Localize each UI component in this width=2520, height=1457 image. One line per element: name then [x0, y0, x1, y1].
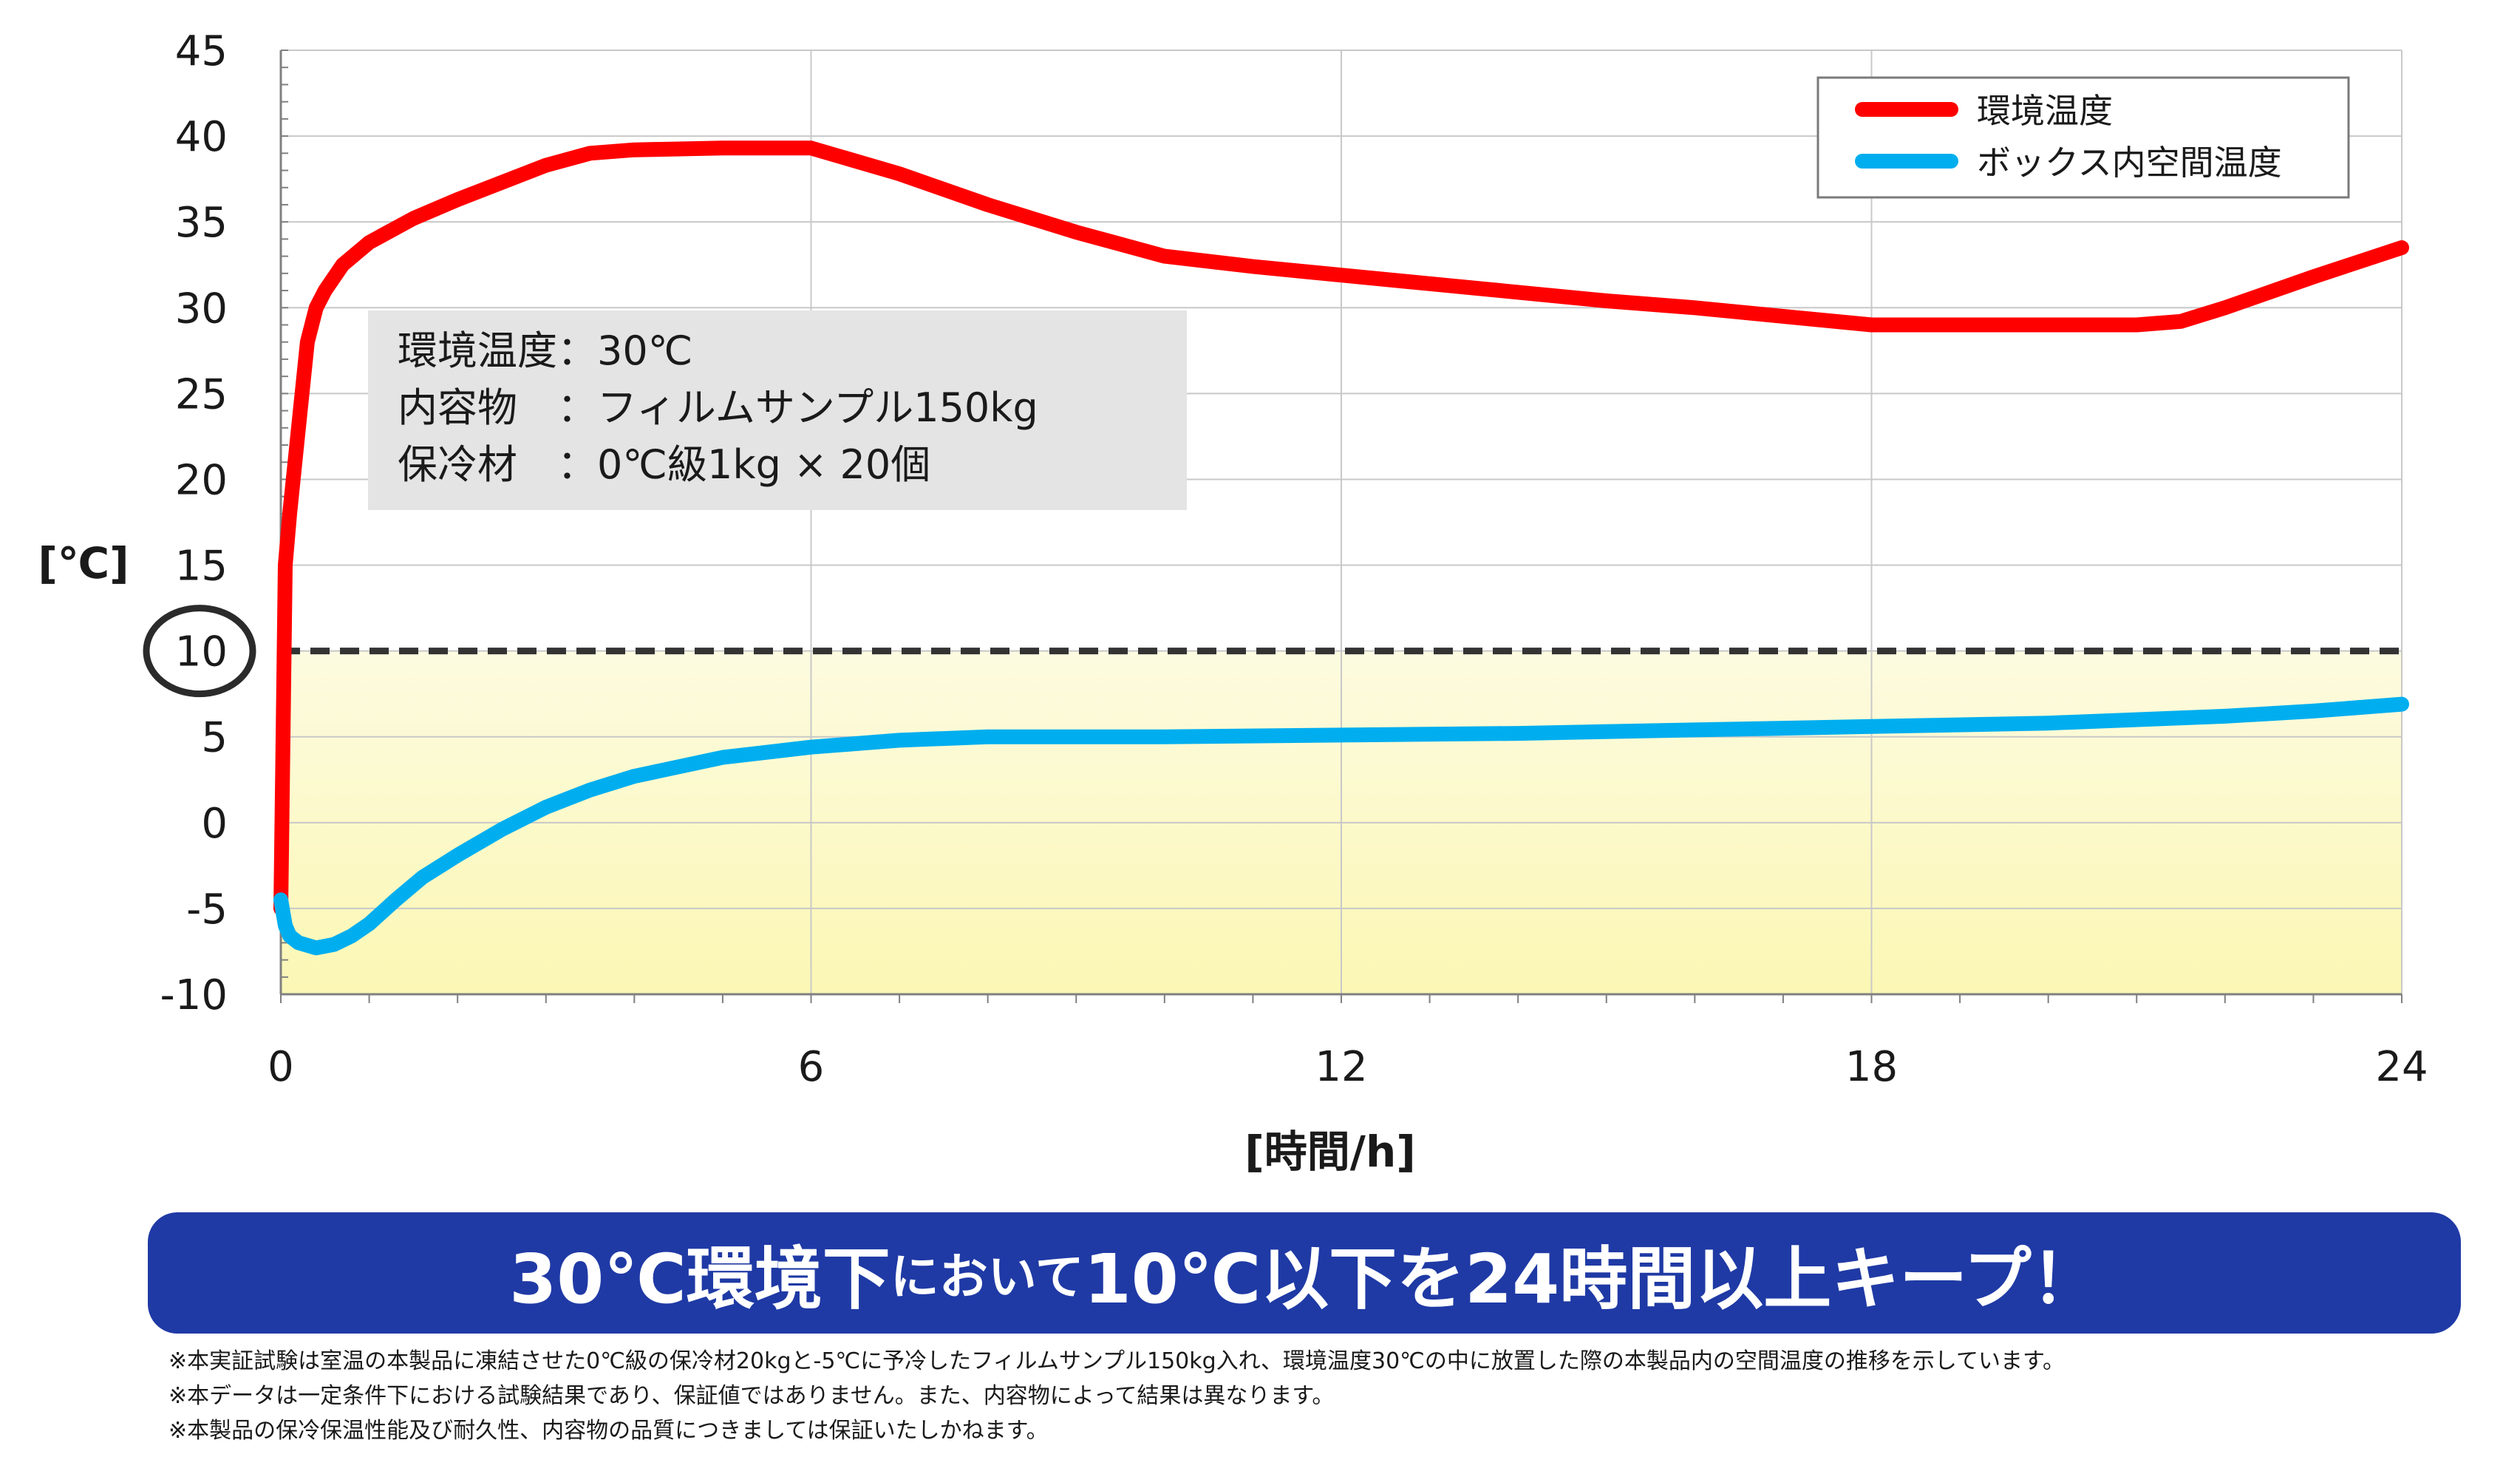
info-box: 環境温度：30℃ 内容物 ：フィルムサンプル150kg 保冷材 ：0℃級1kg …: [368, 310, 1187, 510]
x-tick-label: 12: [1315, 1043, 1367, 1091]
series-line-box-interior: [273, 696, 2409, 956]
y-tick-label: 0: [201, 800, 228, 848]
summary-banner: 30℃環境下 において 10℃以下を24時間以上キープ！: [148, 1212, 2461, 1334]
x-tick-labels: 0 6 12 18 24: [268, 1043, 2428, 1091]
info-line-contents: 内容物 ：フィルムサンプル150kg: [398, 384, 1038, 431]
series-lines: [273, 140, 2409, 956]
y-tick-label: 15: [175, 543, 228, 591]
series-line-ambient: [273, 140, 2409, 916]
y-tick-label: 30: [175, 285, 228, 333]
info-line-ambient: 環境温度：30℃: [398, 327, 692, 374]
y-tick-label: 40: [175, 113, 228, 161]
y-tick-label: 5: [201, 714, 228, 762]
y-tick-label: 45: [175, 27, 228, 75]
y-tick-label: 25: [175, 370, 228, 418]
y-tick-label: -10: [160, 971, 228, 1019]
footnotes: ※本実証試験は室温の本製品に凍結させた0℃級の保冷材20kgと-5℃に予冷したフ…: [168, 1344, 2065, 1448]
y-tick-label: 35: [175, 199, 228, 247]
legend-box: [1816, 76, 2350, 199]
y-axis-label: [℃]: [38, 538, 129, 588]
highlight-circle: [143, 605, 256, 698]
banner-part-1: 30℃環境下: [509, 1239, 890, 1319]
tick-highlight-ring: [143, 605, 256, 698]
y-tick-label: 20: [175, 456, 228, 504]
legend-label-ambient: 環境温度: [1977, 91, 2113, 131]
legend-label-box-interior: ボックス内空間温度: [1977, 143, 2282, 183]
footnote-2: ※本データは一定条件下における試験結果であり、保証値ではありません。また、内容物…: [168, 1383, 1335, 1409]
x-tick-label: 0: [268, 1043, 294, 1091]
temperature-chart: 45 40 35 30 25 20 15 10 5 0 -5 -10 0 6 12 18 24 [℃] [時間…: [38, 27, 2428, 1177]
footnote-1: ※本実証試験は室温の本製品に凍結させた0℃級の保冷材20kgと-5℃に予冷したフ…: [168, 1348, 2065, 1374]
x-axis-label: [時間/h]: [1244, 1127, 1416, 1177]
footnote-3: ※本製品の保冷保温性能及び耐久性、内容物の品質につきましては保証いたしかねます。: [168, 1418, 1049, 1444]
x-tick-label: 18: [1845, 1043, 1898, 1091]
x-tick-label: 24: [2375, 1043, 2428, 1091]
x-tick-label: 6: [798, 1043, 825, 1091]
info-line-coolant: 保冷材 ：0℃級1kg × 20個: [398, 441, 930, 488]
info-box-background: [368, 310, 1187, 510]
y-tick-label: 10: [175, 628, 228, 676]
y-tick-label: -5: [186, 886, 228, 934]
legend: 環境温度 ボックス内空間温度: [1816, 76, 2350, 199]
banner-part-2: において: [890, 1249, 1084, 1305]
banner-part-3: 10℃以下を24時間以上キープ！: [1083, 1239, 2100, 1319]
y-tick-labels: 45 40 35 30 25 20 15 10 5 0 -5 -10: [160, 27, 228, 1019]
